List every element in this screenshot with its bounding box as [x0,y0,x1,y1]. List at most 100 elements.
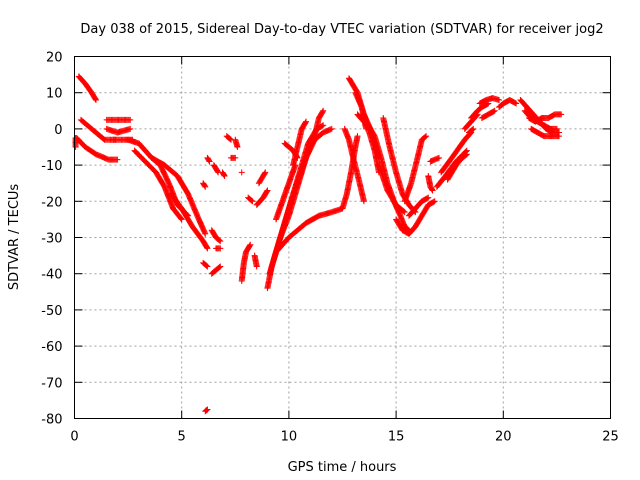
data-point [232,154,239,161]
y-tick-label: 0 [54,123,62,138]
data-point [319,108,326,115]
data-point [247,241,254,248]
series-arc-56 [468,100,492,122]
x-tick-label: 15 [388,430,405,445]
y-tick-label: -10 [41,159,62,174]
data-point [127,125,134,132]
data-point [496,96,503,103]
data-point [512,100,519,107]
data-point [204,263,211,270]
data-point [319,122,326,129]
data-point [430,198,437,205]
series-arc-06 [103,125,134,136]
data-point [253,263,260,270]
data-point [204,245,211,252]
grid-lines [74,56,611,419]
data-point [203,244,210,251]
data-point [513,100,520,107]
series-arc-57 [476,95,503,107]
data-point [238,169,245,176]
series-arc-47 [405,194,432,219]
data-point [221,172,228,179]
data-point [92,96,99,103]
series-arc-26 [253,187,271,208]
series-arc-34 [307,107,327,150]
series-arc-27 [255,169,269,187]
series-arc-65 [251,252,260,270]
series-arc-20 [223,133,235,143]
data-point [354,133,361,140]
series-arc-53 [465,125,477,136]
data-point [177,215,184,222]
data-point [553,125,560,132]
data-point [424,195,431,202]
data-point [206,157,213,164]
data-point [303,118,310,125]
data-point [201,182,208,189]
data-point [248,197,255,204]
series-arc-43 [380,115,419,216]
data-point [221,172,228,179]
series-arc-10 [148,154,209,237]
series-arc-44 [375,162,408,216]
series-arc-30 [270,125,335,263]
series-arc-15 [208,227,224,245]
data-point [425,194,432,201]
data-point [422,133,429,140]
data-point [204,406,211,413]
series-arc-36 [339,133,361,212]
data-point [429,186,436,193]
data-point [470,125,477,132]
series-arc-12 [200,259,211,270]
series-arc-64 [202,406,211,415]
series-arc-62 [526,111,565,125]
x-tick-label: 0 [70,430,78,445]
series-arc-48 [425,172,436,194]
series-arc-61 [521,107,560,132]
series-arc-63 [528,125,563,140]
series-arc-59 [496,96,520,111]
series-arc-19 [219,169,228,179]
series-arc-35 [290,118,310,169]
data-point [202,407,209,414]
series-arc-16 [213,245,224,252]
data-point [320,107,327,114]
series-arc-23 [238,169,245,176]
y-tick-label: -40 [41,268,62,283]
series-arc-51 [438,129,475,176]
series-arc-18 [210,162,222,176]
data-point [234,144,241,150]
series-arc-31 [273,205,346,255]
data-point [262,169,269,176]
data-point [491,107,498,114]
data-point [401,209,408,216]
y-tick-label: 20 [46,51,63,66]
data-point [114,156,121,163]
x-tick-label: 20 [495,430,512,445]
axis-ticks: 0 5 10 15 20 25 -80 -70 -60 -50 -40 -30 -20 -10 0 10 20 [41,51,619,445]
data-point [431,198,438,205]
data-point [320,122,327,129]
data-point [328,125,335,132]
data-point [203,407,210,414]
y-tick-label: -80 [41,413,62,428]
data-points [72,73,565,415]
series-arc-01 [75,73,99,103]
series-arc-25 [245,194,256,205]
series-arc-05 [103,116,134,123]
y-tick-label: -20 [41,195,62,210]
series-arc-33 [273,162,299,223]
data-point [214,168,221,175]
data-point [249,198,256,205]
series-arc-58 [478,107,498,122]
series-arc-11 [167,191,211,252]
x-tick-label: 5 [178,430,186,445]
data-point [202,183,209,190]
series-arc-09 [131,147,185,223]
data-point [203,262,210,269]
series-arc-45 [393,198,438,237]
series-arc-46 [401,133,430,205]
data-point [217,238,224,245]
y-tick-label: -30 [41,232,62,247]
